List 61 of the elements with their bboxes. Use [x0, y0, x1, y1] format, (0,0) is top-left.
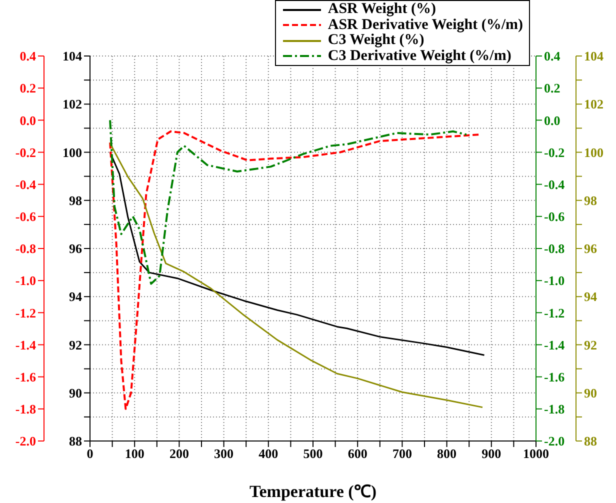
- y2-tick-label: -0.6: [544, 209, 566, 224]
- text: -0.6: [15, 209, 36, 224]
- text: -1.0: [15, 273, 36, 288]
- x-axis-title: Temperature (℃): [249, 482, 377, 501]
- y2-tick-label: -1.4: [544, 337, 566, 352]
- text: 0.0: [20, 112, 36, 128]
- y3-tick-label: 88: [584, 434, 598, 449]
- x-tick-label: 900: [482, 446, 502, 462]
- text: -2.0: [15, 434, 36, 449]
- text: -0.4: [15, 176, 36, 192]
- text: 0.2: [20, 80, 36, 96]
- y2-tick-label: -1.8: [544, 402, 566, 417]
- x-tick-label: 500: [303, 446, 323, 462]
- y-tick-label: 92: [69, 337, 82, 352]
- y3-tick-label: 100: [584, 144, 604, 160]
- y3-tick-label: 92: [584, 337, 597, 352]
- x-tick-label: 700: [392, 446, 412, 462]
- x-tick-label: 100: [124, 446, 144, 462]
- text: -0.2: [15, 144, 36, 160]
- text: -1.2: [15, 305, 36, 320]
- y-tick-label: 88: [69, 434, 82, 449]
- y3-tick-label: 94: [584, 289, 598, 304]
- x-tick-label: 300: [214, 446, 234, 462]
- y2-tick-label: -1.6: [544, 369, 566, 384]
- text: 0.4: [20, 48, 36, 64]
- x-tick-label: 1000: [523, 446, 549, 462]
- y2-tick-label: -1.2: [544, 305, 565, 320]
- text: -1.6: [15, 369, 36, 384]
- legend-label: C3 Weight (%): [328, 32, 424, 48]
- y-tick-label: 96: [69, 241, 82, 256]
- y-tick-label: 90: [69, 385, 82, 400]
- x-tick-label: 200: [169, 446, 189, 462]
- y2-tick-label: -0.4: [544, 176, 566, 192]
- y3-tick-label: 102: [584, 96, 604, 112]
- x-tick-label: 400: [258, 446, 278, 462]
- y3-tick-label: 98: [584, 192, 598, 208]
- y-tick-label: 98: [69, 192, 82, 208]
- x-tick-label: 800: [437, 446, 457, 462]
- y3-tick-label: 104: [584, 48, 604, 64]
- y2-tick-label: -1.0: [544, 273, 565, 288]
- y2-tick-label: 0.2: [544, 80, 560, 96]
- text: -1.8: [15, 402, 36, 417]
- text: -1.4: [15, 337, 36, 352]
- y-tick-label: 104: [62, 48, 82, 64]
- x-tick-label: 0: [86, 446, 94, 462]
- y2-tick-label: -0.2: [544, 144, 565, 160]
- y-tick-label: 100: [62, 144, 82, 160]
- y2-tick-label: 0.4: [544, 48, 561, 64]
- y2-tick-label: -0.8: [544, 241, 566, 256]
- x-tick-label: 600: [348, 446, 368, 462]
- y-tick-label: 94: [69, 289, 82, 304]
- line-series: [109, 119, 468, 285]
- y2-tick-label: -2.0: [544, 434, 565, 449]
- y2-tick-label: 0.0: [544, 112, 560, 128]
- legend-label: C3 Derivative Weight (%/m): [328, 48, 512, 64]
- y3-tick-label: 96: [584, 241, 598, 256]
- y3-tick-label: 90: [584, 385, 597, 400]
- text: -0.8: [15, 241, 36, 256]
- legend-label: ASR Derivative Weight (%/m): [328, 16, 523, 33]
- legend-label: ASR Weight (%): [328, 1, 436, 18]
- y-tick-label: 102: [62, 96, 82, 112]
